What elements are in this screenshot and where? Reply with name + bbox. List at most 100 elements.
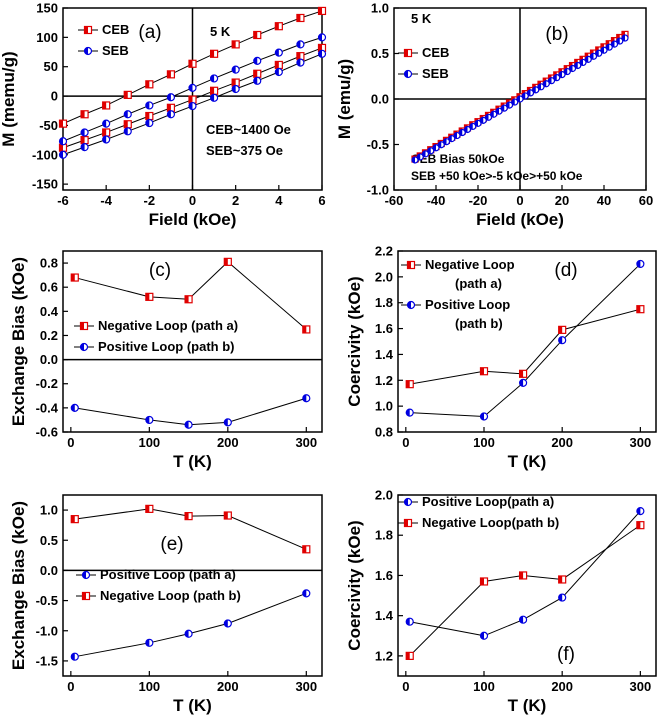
data-point-fill [636,507,641,515]
data-point [511,98,519,106]
legend-entry: SEB [398,66,449,81]
legend-marker [83,46,93,56]
y-tick-label: 0.6 [40,280,58,295]
y-tick-label: 0.0 [371,92,389,107]
y-tick-label: 1.2 [375,373,393,388]
data-point-fill [558,336,563,344]
y-tick-label: -0.4 [36,400,59,415]
data-point [537,83,545,91]
data-point-fill [232,40,236,48]
panel-label: (f) [557,644,575,665]
y-axis-label: M (emu/g) [335,59,354,139]
panel-label: (a) [138,22,161,43]
data-point-fill [427,147,431,154]
series-line [409,263,641,417]
data-point-fill [519,379,524,387]
legend-entry: Positive Loop (path a) [76,567,236,582]
data-point [70,403,79,412]
data-point-fill [611,37,615,44]
data-point [223,418,232,427]
y-tick-label: -1.5 [36,653,58,668]
y-tick-label: 0.2 [40,328,58,343]
x-tick-label: 300 [630,435,652,450]
legend-marker-fill [82,592,86,600]
data-point-fill [59,120,63,128]
data-point-fill [406,380,410,388]
x-tick-label: 100 [473,435,495,450]
data-point-fill [601,47,604,54]
data-point-fill [538,83,541,90]
legend-marker [83,25,93,35]
data-point-fill [253,57,258,65]
y-axis-label: Exchange Bias (kOe) [9,257,28,426]
data-point [405,651,414,660]
data-point-fill [559,71,562,78]
data-point [123,120,132,129]
series-line [74,397,307,426]
data-point [80,110,89,119]
data-point [166,93,176,102]
data-point [145,101,154,110]
data-point-fill [433,144,436,151]
x-tick-label: 60 [639,193,653,208]
data-point-fill [189,60,193,68]
y-axis-label: Coercivity (kOe) [345,276,364,406]
data-point [542,80,550,88]
data-point [636,506,645,516]
data-point-fill [454,132,457,139]
y-tick-label: 0.0 [40,352,58,367]
data-point [600,46,608,54]
data-point-fill [224,620,228,628]
legend-label: Negative Loop [425,257,515,272]
data-point-fill [145,101,150,109]
data-point-fill [145,80,150,88]
y-tick-label: -50 [39,118,58,133]
y-tick-label: 1.0 [40,503,58,518]
legend-entry: CEB [398,45,449,60]
data-point-fill [302,394,307,402]
data-point-fill [302,545,307,553]
data-point-fill [71,653,75,661]
data-point [80,143,89,152]
data-point-fill [145,505,150,513]
data-point [296,13,305,23]
y-tick-label: 1.6 [375,568,393,583]
data-point-fill [532,86,536,93]
data-point-fill [185,421,189,429]
data-point [448,135,456,143]
data-point-fill [595,50,599,57]
data-point-fill [167,110,171,118]
data-point-fill [296,40,301,48]
data-point [145,111,154,121]
x-tick-label: -6 [57,193,69,208]
annotation: CEB Bias 50kOe [411,152,505,166]
data-point-fill [616,38,620,45]
data-point [223,619,232,628]
data-point-fill [232,66,236,74]
data-point [296,58,305,67]
legend-entry: Negative Loop (path a) [74,318,238,333]
legend-marker-fill [407,261,411,269]
data-point [432,144,440,152]
annotation: 5 K [210,24,231,39]
y-axis-label: Coercivity (kOe) [345,520,364,650]
data-point [558,593,567,602]
plot-frame [62,494,323,677]
x-axis-label: Field (kOe) [476,210,564,229]
data-point [479,412,489,421]
data-point [526,89,535,97]
data-point-fill [569,65,573,72]
y-tick-label: 1.0 [375,399,393,414]
data-point [58,137,68,146]
data-point-fill [522,92,526,99]
y-tick-label: 1.0 [371,1,389,16]
data-point-fill [275,22,279,30]
panel-c: 0 100 200 300 -0.6 -0.4 -0.2 0.0 0.2 0.4 0.6 0.8 T (… [9,250,323,471]
data-point-fill [318,44,322,52]
data-point-fill [145,416,150,424]
legend-entry: Negative Loop(path b) [398,515,559,530]
data-point-fill [622,35,625,42]
data-point [405,408,414,417]
data-point-fill [102,120,107,128]
data-point [274,60,283,70]
